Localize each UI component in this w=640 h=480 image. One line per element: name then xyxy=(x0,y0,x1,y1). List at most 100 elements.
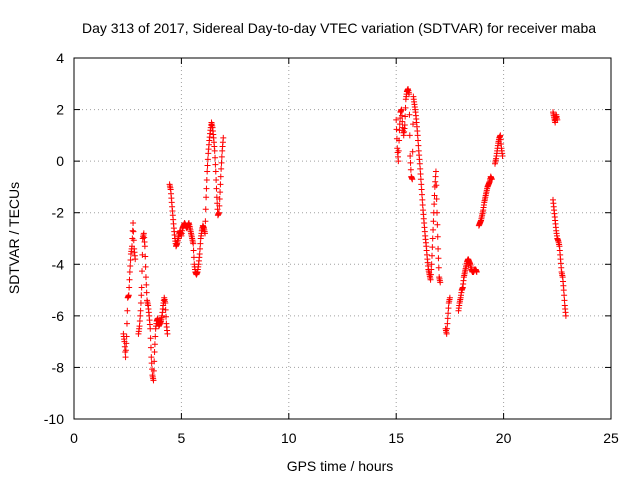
data-point xyxy=(196,250,203,257)
x-tick-label: 5 xyxy=(178,430,186,446)
data-point xyxy=(136,323,143,330)
y-tick-label: -4 xyxy=(52,256,65,272)
data-point xyxy=(407,159,414,166)
data-point xyxy=(147,344,154,351)
data-point xyxy=(143,289,150,296)
data-point xyxy=(142,253,149,260)
y-tick-label: -6 xyxy=(52,308,65,324)
data-point xyxy=(142,274,149,281)
data-point xyxy=(417,176,424,183)
data-point xyxy=(561,297,568,304)
data-point xyxy=(123,340,130,347)
data-point xyxy=(444,315,451,322)
data-point xyxy=(435,264,442,271)
data-point xyxy=(434,221,441,228)
data-point xyxy=(124,307,131,314)
data-point xyxy=(402,104,409,111)
data-point xyxy=(445,310,452,317)
data-point xyxy=(138,284,145,291)
data-point xyxy=(443,330,450,337)
data-point xyxy=(395,158,402,165)
data-point xyxy=(203,194,210,201)
data-point xyxy=(399,118,406,125)
data-point xyxy=(402,113,409,120)
data-point xyxy=(213,185,220,192)
data-point xyxy=(127,263,134,270)
data-point xyxy=(220,134,227,141)
data-point xyxy=(433,182,440,189)
data-point xyxy=(190,247,197,254)
data-point xyxy=(121,343,128,350)
data-point xyxy=(395,147,402,154)
x-axis-label: GPS time / hours xyxy=(287,458,394,474)
data-point xyxy=(147,335,154,342)
data-point xyxy=(202,206,209,213)
data-point xyxy=(407,152,414,159)
data-point xyxy=(215,209,222,216)
data-point xyxy=(126,284,133,291)
data-point xyxy=(203,177,210,184)
data-point xyxy=(142,263,149,270)
data-point xyxy=(163,313,170,320)
data-point xyxy=(414,132,421,139)
y-tick-label: -8 xyxy=(52,359,65,375)
data-point xyxy=(473,269,480,276)
data-point xyxy=(444,320,451,327)
data-point xyxy=(202,230,209,237)
data-point xyxy=(393,126,400,133)
data-point xyxy=(132,256,139,263)
data-point xyxy=(488,176,495,183)
data-point xyxy=(416,160,423,167)
data-point xyxy=(152,333,159,340)
data-point xyxy=(141,243,148,250)
data-point xyxy=(218,153,225,160)
data-point xyxy=(445,305,452,312)
data-point xyxy=(151,358,158,365)
data-point xyxy=(138,292,145,299)
data-point xyxy=(197,240,204,247)
y-tick-label: -10 xyxy=(44,411,64,427)
y-tick-label: -2 xyxy=(52,205,65,221)
data-point xyxy=(147,325,154,332)
y-tick-label: 2 xyxy=(56,102,64,118)
data-point xyxy=(435,245,442,252)
data-point xyxy=(129,227,136,234)
data-point xyxy=(151,348,158,355)
data-point xyxy=(410,121,417,128)
data-point xyxy=(406,132,413,139)
data-point xyxy=(212,154,219,161)
data-point xyxy=(406,91,413,98)
data-point xyxy=(393,116,400,123)
data-point xyxy=(406,111,413,118)
x-tick-label: 15 xyxy=(388,430,404,446)
data-point xyxy=(125,292,132,299)
data-point xyxy=(417,171,424,178)
data-point xyxy=(204,156,211,163)
data-point xyxy=(217,189,224,196)
x-tick-label: 0 xyxy=(70,430,78,446)
data-point xyxy=(429,235,436,242)
data-point xyxy=(430,226,437,233)
data-point xyxy=(409,148,416,155)
data-point xyxy=(428,266,435,273)
data-point xyxy=(130,237,137,244)
data-point xyxy=(427,271,434,278)
data-point xyxy=(137,312,144,319)
data-point xyxy=(204,168,211,175)
data-point xyxy=(211,147,218,154)
data-point xyxy=(126,276,133,283)
data-point xyxy=(204,162,211,169)
data-point xyxy=(432,168,439,175)
data-point xyxy=(554,116,561,123)
data-point xyxy=(415,142,422,149)
data-point xyxy=(429,244,436,251)
data-point xyxy=(434,233,441,240)
grid xyxy=(74,58,611,419)
data-point xyxy=(139,268,146,275)
data-point xyxy=(197,245,204,252)
data-point xyxy=(432,173,439,180)
data-point xyxy=(499,152,506,159)
data-point xyxy=(218,165,225,172)
data-point xyxy=(435,255,442,262)
